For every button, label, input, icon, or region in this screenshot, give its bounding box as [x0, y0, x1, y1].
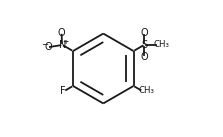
Text: CH₃: CH₃ [138, 86, 154, 95]
Text: CH₃: CH₃ [154, 40, 170, 49]
Text: S: S [141, 40, 147, 50]
Text: F: F [60, 86, 65, 96]
Text: −: − [41, 40, 48, 49]
Text: O: O [140, 28, 148, 38]
Text: O: O [58, 28, 66, 38]
Text: N: N [59, 40, 66, 50]
Text: +: + [62, 39, 68, 45]
Text: O: O [140, 52, 148, 62]
Text: O: O [44, 42, 52, 52]
